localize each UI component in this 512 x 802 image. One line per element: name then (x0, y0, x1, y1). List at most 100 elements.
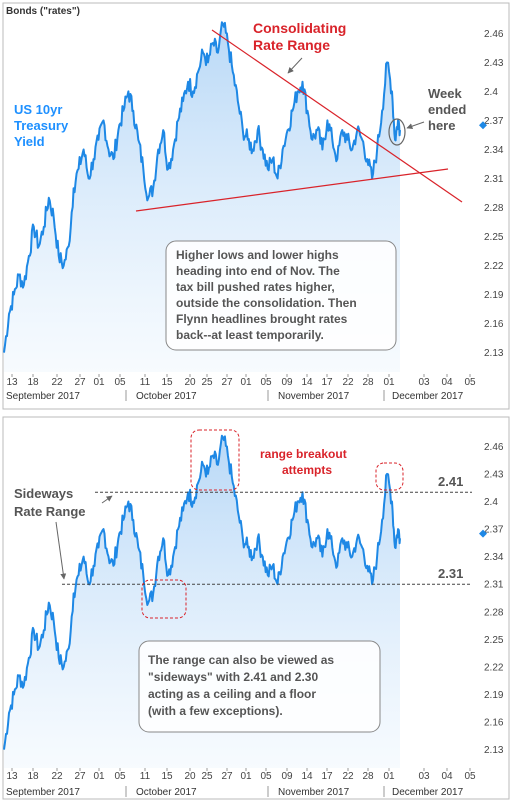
x-tick-label: 28 (362, 377, 374, 388)
y-tick-label: 2.22 (484, 261, 504, 272)
week-label-arrow (406, 121, 425, 130)
bottom-yield-series-line (3, 434, 401, 750)
x-tick-label: 27 (74, 377, 86, 388)
yield-label-line-3: Yield (14, 134, 45, 149)
sideways-label: Sideways Rate Range (14, 486, 86, 519)
x-tick-label: 27 (221, 771, 233, 782)
x-tick-label: 18 (27, 377, 39, 388)
x-tick-label: 17 (321, 771, 333, 782)
yield-label: US 10yr Treasury Yield (14, 102, 69, 149)
x-tick-label: 05 (260, 377, 272, 388)
x-tick-label: 17 (321, 377, 333, 388)
x-month-label: November 2017 (278, 391, 350, 402)
y-tick-label: 2.25 (484, 232, 504, 243)
y-tick-label: 2.34 (484, 145, 504, 156)
x-tick-label: 22 (51, 377, 63, 388)
top-box-line-4: outside the consolidation. Then (176, 296, 357, 310)
top-x-axis: 13 18 22 27 01 05 11 15 20 25 27 01 05 09 14 17 22 28 01 03… (6, 374, 476, 402)
bottom-current-value-marker (479, 529, 487, 538)
yield-label-line-2: Treasury (14, 118, 69, 133)
bottom-box-line-2: "sideways" with 2.41 and 2.30 (148, 670, 318, 684)
top-annotation-box: Higher lows and lower highs heading into… (165, 240, 397, 351)
breakout-label: range breakout attempts (260, 447, 347, 477)
x-tick-label: 11 (140, 771, 151, 782)
x-tick-label: 05 (260, 771, 272, 782)
x-tick-label: 04 (441, 377, 453, 388)
top-box-line-5: Flynn headlines brought rates (176, 312, 348, 326)
range-title-line-1: Consolidating (253, 20, 346, 36)
y-tick-label: 2.43 (484, 469, 504, 480)
top-box-line-2: heading into end of Nov. The (176, 264, 340, 278)
range-title-arrow (287, 57, 303, 74)
x-tick-label: 01 (240, 771, 252, 782)
top-annotation-box-frame (165, 240, 397, 351)
bottom-box-line-4: (with a few exceptions). (148, 704, 283, 718)
ceiling-level-label: 2.41 (438, 474, 463, 489)
lower-trendline (135, 168, 449, 212)
x-tick-label: 22 (51, 771, 63, 782)
x-tick-label: 01 (93, 771, 105, 782)
top-box-line-1: Higher lows and lower highs (176, 248, 339, 262)
x-month-label: December 2017 (392, 391, 464, 402)
y-tick-label: 2.46 (484, 29, 504, 40)
y-tick-label: 2.25 (484, 635, 504, 646)
x-month-label: September 2017 (6, 787, 80, 798)
y-tick-label: 2.19 (484, 290, 504, 301)
yield-label-line-1: US 10yr (14, 102, 62, 117)
x-month-label: December 2017 (392, 787, 464, 798)
x-tick-label: 03 (418, 771, 430, 782)
x-tick-label: 14 (301, 377, 313, 388)
y-tick-label: 2.37 (484, 116, 504, 127)
sideways-label-line-2: Rate Range (14, 504, 86, 519)
x-tick-label: 05 (464, 771, 476, 782)
floor-level-label: 2.31 (438, 566, 463, 581)
top-chart-panel: Bonds ("rates") 2.462.432.42.372.342.312… (2, 2, 510, 410)
x-tick-label: 01 (93, 377, 105, 388)
x-tick-label: 22 (342, 771, 354, 782)
week-label-line-2: ended (428, 102, 466, 117)
top-y-axis: 2.46 2.43 2.4 2.37 2.34 2.31 2.28 2.25 2.22 2.19 2… (484, 29, 504, 359)
sideways-arrow-down (55, 521, 67, 580)
x-tick-label: 15 (161, 771, 173, 782)
sideways-label-line-1: Sideways (14, 486, 73, 501)
y-tick-label: 2.16 (484, 319, 504, 330)
y-tick-label: 2.28 (484, 203, 504, 214)
x-tick-label: 20 (184, 771, 196, 782)
top-box-line-6: back--at least temporarily. (176, 328, 324, 342)
top-yield-series-line (3, 21, 401, 353)
x-tick-label: 01 (240, 377, 252, 388)
bottom-box-line-1: The range can also be viewed as (148, 653, 334, 667)
x-month-label: October 2017 (136, 787, 197, 798)
sideways-arrow-up (101, 495, 113, 504)
x-tick-label: 14 (301, 771, 313, 782)
breakout-highlight-october (190, 429, 240, 491)
bottom-chart-panel: 2.46 2.43 2.4 2.37 2.34 2.31 2.28 2.25 2.22 2.19 2… (2, 416, 510, 800)
x-tick-label: 25 (201, 771, 213, 782)
x-tick-label: 05 (114, 771, 126, 782)
x-tick-label: 01 (383, 377, 395, 388)
x-tick-label: 15 (161, 377, 173, 388)
week-label: Week ended here (428, 86, 466, 133)
floor-test-highlight (141, 579, 187, 619)
y-tick-label: 2.46 (484, 442, 504, 453)
upper-trendline (211, 29, 463, 203)
y-tick-label: 2.31 (484, 580, 504, 591)
x-month-label: October 2017 (136, 391, 197, 402)
bottom-annotation-box-frame (138, 640, 381, 733)
range-title-line-2: Rate Range (253, 37, 330, 53)
bottom-y-axis: 2.46 2.43 2.4 2.37 2.34 2.31 2.28 2.25 2.22 2.19 2… (484, 442, 504, 756)
x-tick-label: 05 (114, 377, 126, 388)
x-tick-label: 13 (6, 377, 18, 388)
y-tick-label: 2.31 (484, 174, 504, 185)
y-tick-label: 2.4 (484, 497, 498, 508)
x-tick-label: 09 (281, 377, 293, 388)
x-tick-label: 11 (140, 377, 151, 388)
x-tick-label: 20 (184, 377, 196, 388)
x-tick-label: 05 (464, 377, 476, 388)
x-tick-label: 04 (441, 771, 453, 782)
week-label-line-3: here (428, 118, 455, 133)
x-tick-label: 18 (27, 771, 39, 782)
y-tick-label: 2.37 (484, 525, 504, 536)
top-box-line-3: tax bill pushed rates higher, (176, 280, 335, 294)
